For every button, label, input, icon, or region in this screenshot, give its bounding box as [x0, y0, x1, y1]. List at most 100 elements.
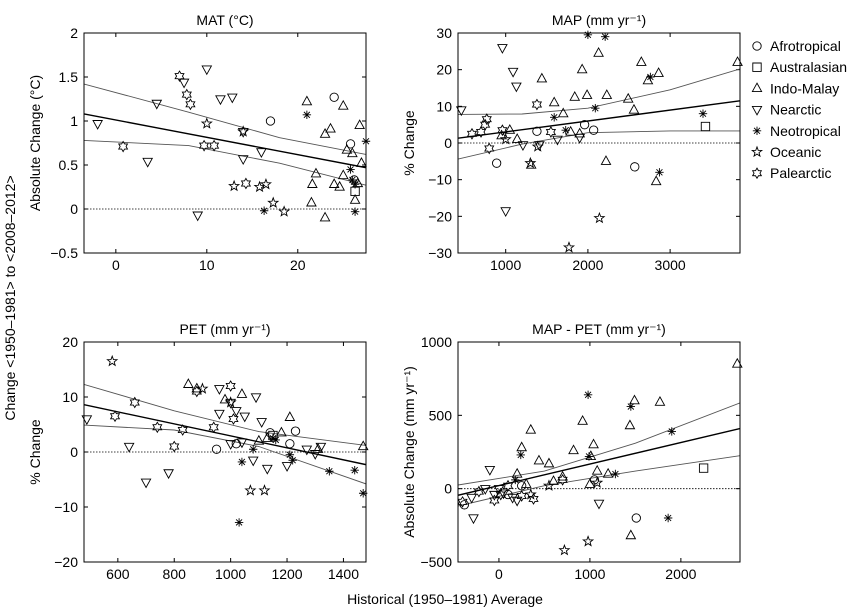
data-point — [228, 179, 241, 192]
legend-entry: Oceanic — [750, 144, 821, 160]
data-point — [489, 490, 500, 501]
legend-label: Australasian — [770, 59, 847, 75]
data-point — [533, 454, 545, 465]
data-point — [249, 445, 258, 454]
data-point — [584, 452, 594, 461]
axes-frame — [457, 32, 741, 254]
data-point — [268, 434, 278, 443]
data-point — [224, 396, 237, 408]
data-point — [468, 514, 479, 525]
data-point — [498, 489, 509, 500]
data-point — [288, 456, 297, 465]
data-point — [350, 186, 360, 197]
data-point — [142, 157, 154, 168]
data-point — [258, 484, 271, 496]
data-point — [346, 147, 358, 158]
data-point — [306, 178, 318, 188]
legend-entry: Neotropical — [752, 123, 841, 139]
data-point — [499, 132, 512, 145]
x-tick-label: 2000 — [665, 566, 696, 582]
x-tick-label: 1000 — [490, 257, 521, 273]
data-point — [92, 120, 104, 130]
data-point — [329, 92, 339, 102]
data-point — [511, 496, 523, 507]
data-point — [557, 107, 569, 118]
data-point — [236, 388, 248, 398]
data-point — [466, 493, 478, 504]
series-nearctic — [466, 466, 605, 525]
data-point — [234, 518, 244, 527]
legend-entry: Palearctic — [751, 165, 831, 181]
legend-label: Indo-Malay — [770, 80, 839, 96]
data-point — [502, 479, 514, 492]
data-point — [581, 89, 593, 99]
data-point — [328, 178, 340, 188]
data-point — [253, 434, 265, 445]
data-point — [601, 89, 613, 99]
data-point — [309, 450, 321, 460]
data-point — [517, 481, 527, 491]
data-point — [185, 98, 196, 111]
data-point — [569, 90, 581, 101]
axes-frame — [83, 32, 367, 254]
data-point — [201, 65, 213, 76]
data-point — [626, 402, 636, 411]
data-point — [265, 428, 275, 438]
data-point — [247, 456, 259, 467]
data-point — [489, 494, 500, 507]
data-point — [334, 180, 346, 191]
data-point — [265, 116, 276, 126]
ci-lower-line — [458, 130, 740, 160]
data-point — [211, 444, 222, 454]
data-point — [517, 141, 529, 152]
data-point — [602, 467, 614, 478]
series-neotropical — [549, 30, 708, 177]
panel-title: PET (mm yr⁻¹) — [179, 321, 270, 337]
data-point — [319, 128, 331, 138]
data-point — [256, 148, 267, 158]
data-point — [208, 421, 219, 434]
data-point — [466, 127, 478, 140]
panel-ylabel: % Change — [401, 110, 417, 176]
legend-entry: Afrotropical — [752, 38, 841, 54]
data-point — [484, 466, 496, 476]
axes-frame — [83, 341, 367, 563]
y-tick-label: 20 — [436, 62, 452, 78]
data-point — [525, 423, 537, 434]
ci-lower-line — [84, 139, 366, 186]
series-afrotropical — [491, 120, 640, 172]
data-point — [129, 396, 140, 409]
legend-label: Neotropical — [770, 123, 841, 139]
data-point — [511, 133, 523, 143]
data-point — [654, 395, 666, 406]
data-point — [504, 123, 516, 134]
ci-upper-line — [458, 68, 740, 115]
data-point — [240, 177, 252, 190]
data-point — [81, 415, 93, 426]
regression-line — [458, 427, 740, 496]
data-point — [653, 67, 664, 77]
y-tick-label: 10 — [436, 98, 452, 114]
data-point — [228, 413, 239, 425]
data-point — [284, 411, 296, 421]
data-point — [732, 56, 743, 66]
data-point — [542, 479, 555, 491]
data-point — [629, 394, 640, 405]
panel-ylabel: Absolute Change (mm yr⁻¹) — [401, 366, 417, 538]
data-point — [600, 155, 612, 165]
series-nearctic — [455, 44, 586, 218]
y-tick-label: 0 — [444, 135, 452, 151]
data-point — [646, 72, 655, 82]
series-afrotropical — [265, 92, 359, 185]
data-point — [624, 419, 636, 430]
data-point — [306, 196, 317, 207]
series-australasian — [698, 463, 709, 473]
x-tick-label: 1000 — [574, 566, 605, 582]
data-point — [667, 427, 676, 436]
data-point — [484, 142, 495, 155]
x-tick-label: 0 — [495, 566, 503, 582]
data-point — [123, 442, 135, 453]
data-point — [558, 543, 571, 556]
data-point — [253, 180, 266, 193]
legend-label: Palearctic — [770, 165, 831, 181]
